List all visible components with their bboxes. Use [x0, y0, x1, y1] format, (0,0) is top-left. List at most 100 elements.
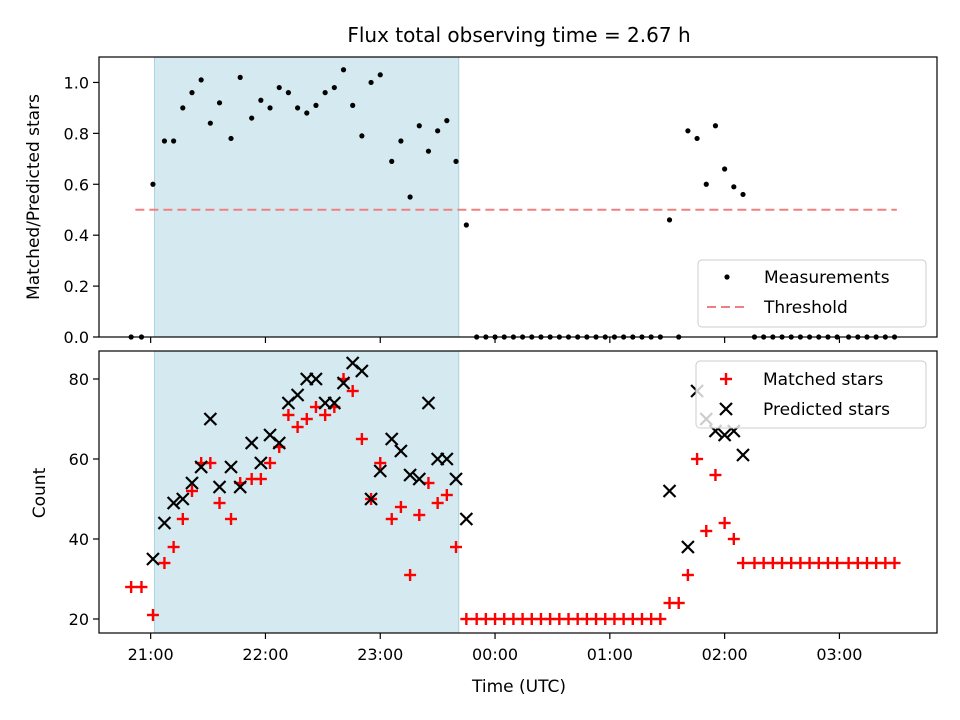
y-tick-label: 0.2 — [64, 277, 89, 296]
matched-star-point — [700, 525, 713, 537]
measurement-point — [304, 110, 310, 116]
predicted-star-point — [272, 436, 287, 450]
predicted-star-point — [717, 428, 732, 442]
predicted-star-point — [373, 464, 388, 478]
matched-star-point — [385, 513, 398, 525]
measurement-point — [444, 118, 450, 124]
y-tick-label: 40 — [69, 530, 89, 549]
legend-measurements-marker — [724, 274, 730, 280]
matched-star-point — [135, 581, 148, 593]
measurement-point — [258, 97, 264, 103]
bottom-y-axis-label: Count — [30, 467, 50, 518]
measurement-point — [407, 194, 413, 200]
predicted-star-point — [662, 484, 677, 498]
matched-star-point — [158, 557, 171, 569]
matched-star-point — [319, 409, 332, 421]
figure-title: Flux total observing time = 2.67 h — [347, 23, 690, 47]
top-legend: Measurements Threshold — [697, 259, 927, 328]
predicted-star-point — [355, 364, 369, 378]
predicted-star-point — [290, 388, 305, 402]
y-tick-label: 60 — [69, 450, 89, 469]
predicted-star-point — [394, 444, 408, 458]
bottom-legend-box — [695, 360, 927, 429]
x-tick-label: 01:00 — [587, 645, 633, 664]
predicted-star-point — [185, 476, 199, 490]
predicted-star-point — [412, 472, 427, 486]
matched-star-point — [831, 557, 844, 569]
measurement-point — [731, 184, 737, 190]
matched-star-point — [282, 409, 295, 421]
measurement-point — [703, 181, 709, 187]
predicted-star-point — [212, 480, 227, 494]
measurement-point — [666, 217, 673, 223]
matched-star-point — [654, 613, 667, 625]
measurement-point — [313, 102, 319, 108]
bottom-legend: Matched stars Predicted stars — [695, 360, 927, 429]
measurement-point — [228, 135, 234, 142]
measurement-point — [435, 128, 441, 134]
matched-star-point — [718, 517, 731, 529]
matched-star-point — [413, 509, 426, 521]
measurement-point — [425, 148, 432, 154]
measurement-point — [368, 79, 374, 86]
measurement-point — [685, 128, 691, 134]
y-tick-label: 0.4 — [64, 226, 89, 245]
measurement-point — [294, 105, 301, 111]
matched-star-point — [440, 489, 453, 501]
top-x-ticks — [150, 337, 841, 343]
bottom-shaded-region — [153, 350, 460, 634]
predicted-star-point — [176, 492, 190, 506]
predicted-star-point — [309, 372, 323, 386]
x-tick-label: 22:00 — [242, 645, 288, 664]
y-tick-label: 0.0 — [64, 328, 89, 347]
matched-star-point — [346, 385, 359, 397]
measurement-point — [237, 74, 243, 80]
predicted-star-point — [327, 396, 342, 410]
matched-star-point — [291, 421, 304, 433]
y-tick-label: 80 — [69, 370, 89, 389]
measurement-point — [389, 158, 395, 164]
x-tick-label: 21:00 — [128, 645, 174, 664]
matched-star-point — [736, 557, 749, 569]
x-tick-label: 02:00 — [702, 645, 748, 664]
y-tick-label: 0.8 — [64, 124, 89, 143]
x-axis-label: Time (UTC) — [471, 677, 566, 697]
predicted-star-point — [146, 552, 160, 566]
top-y-ticks: 0.0 0.2 0.4 0.6 0.8 1.0 — [64, 73, 99, 347]
matched-star-point — [460, 613, 473, 625]
matched-star-point — [672, 597, 685, 609]
measurement-point — [350, 102, 356, 108]
measurement-point — [267, 105, 273, 111]
matched-star-point — [691, 453, 704, 465]
measurement-point — [189, 90, 195, 96]
measurement-point — [712, 123, 719, 129]
matched-star-point — [213, 497, 226, 509]
predicted-star-point — [449, 472, 463, 486]
matched-star-point — [431, 497, 444, 509]
matched-star-point — [225, 513, 238, 525]
measurement-point — [398, 138, 404, 144]
predicted-star-point — [384, 432, 399, 446]
matched-stars-points — [125, 373, 901, 625]
measurement-point — [322, 90, 328, 96]
top-shaded-region — [153, 56, 460, 338]
predicted-star-point — [166, 496, 181, 510]
measurement-point — [359, 133, 365, 139]
matched-star-point — [727, 533, 740, 545]
bottom-y-ticks: 20 40 60 80 — [69, 370, 99, 629]
predicted-star-point — [336, 376, 351, 390]
legend-measurements-label: Measurements — [764, 268, 890, 288]
matched-star-point — [167, 541, 180, 553]
measurement-point — [249, 115, 255, 121]
matched-star-point — [125, 581, 138, 593]
top-y-axis-label: Matched/Predicted stars — [24, 94, 44, 300]
predicted-star-point — [364, 492, 378, 506]
legend-predicted-label: Predicted stars — [763, 400, 890, 420]
bottom-axes-frame — [98, 350, 938, 634]
y-tick-label: 1.0 — [64, 73, 89, 92]
legend-predicted-marker — [719, 402, 733, 416]
measurement-point — [722, 166, 728, 172]
predicted-star-point — [244, 436, 259, 450]
bottom-panel: Matched stars Predicted stars 20 40 60 80 2… — [30, 350, 938, 664]
